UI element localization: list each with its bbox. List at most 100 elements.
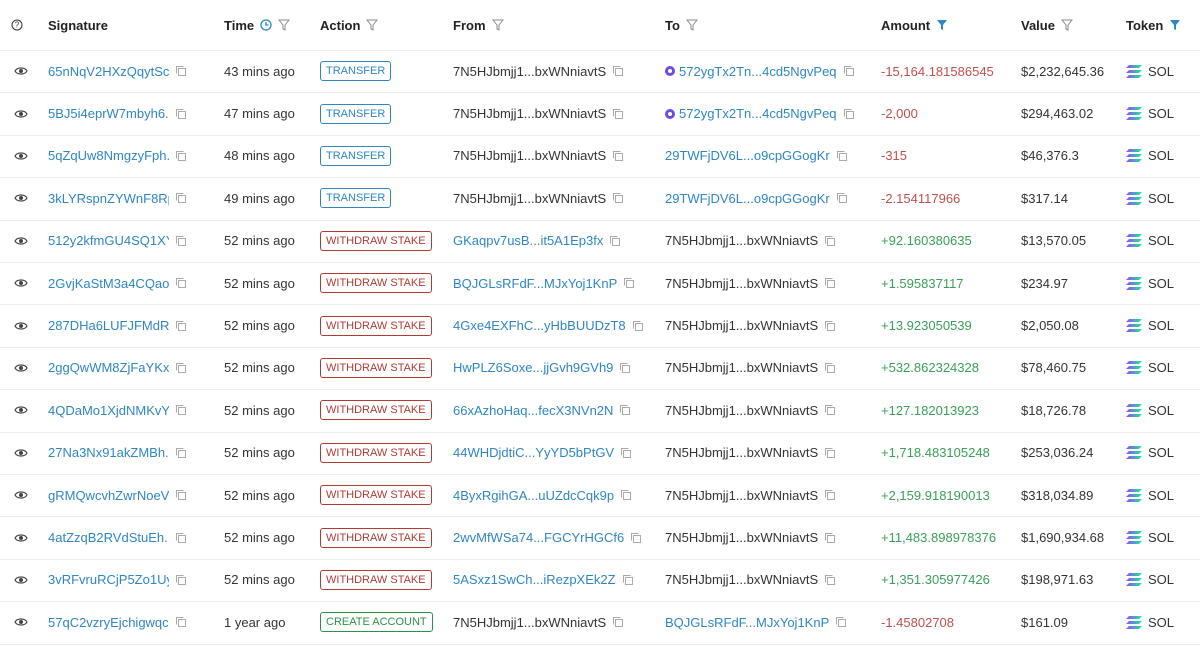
copy-icon[interactable] <box>175 108 187 120</box>
view-icon[interactable] <box>14 108 28 120</box>
view-icon[interactable] <box>14 404 28 416</box>
cell: 52 mins ago <box>224 389 295 431</box>
filter-icon[interactable] <box>491 19 504 31</box>
copy-icon[interactable] <box>612 192 624 204</box>
copy-icon[interactable] <box>824 404 836 416</box>
to-address[interactable]: 572ygTx2Tn...4cd5NgvPeq <box>679 106 837 122</box>
filter-icon[interactable] <box>1169 19 1181 31</box>
from-address[interactable]: 66xAzhoHaq...fecX3NVn2N <box>453 402 614 418</box>
copy-icon[interactable] <box>175 150 187 162</box>
copy-icon[interactable] <box>612 108 624 120</box>
signature[interactable]: gRMQwcvhZwrNoeV... <box>48 487 169 503</box>
to-address[interactable]: 29TWFjDV6L...o9cpGGogKr <box>665 190 830 206</box>
cell: $2,232,645.36 <box>1021 50 1104 92</box>
filter-icon[interactable] <box>278 19 291 31</box>
signature[interactable]: 27Na3Nx91akZMBh... <box>48 445 169 461</box>
view-icon[interactable] <box>14 192 28 204</box>
token: SOL <box>1148 63 1175 79</box>
help-icon[interactable]: ? <box>11 19 23 31</box>
view-icon[interactable] <box>14 489 28 501</box>
copy-icon[interactable] <box>175 65 187 77</box>
view-icon[interactable] <box>14 65 28 77</box>
to-address[interactable]: 29TWFjDV6L...o9cpGGogKr <box>665 148 830 164</box>
signature[interactable]: 2GvjKaStM3a4CQao... <box>48 275 169 291</box>
copy-icon[interactable] <box>824 362 836 374</box>
from-address[interactable]: 44WHDjdtiC...YyYD5bPtGV <box>453 445 615 461</box>
signature[interactable]: 3vRFvruRCjP5Zo1Uy... <box>48 572 169 588</box>
copy-icon[interactable] <box>612 65 624 77</box>
copy-icon[interactable] <box>843 108 855 120</box>
view-icon[interactable] <box>14 362 28 374</box>
filter-icon[interactable] <box>936 19 948 31</box>
from-address[interactable]: GKaqpv7usB...it5A1Ep3fx <box>453 233 604 249</box>
copy-icon[interactable] <box>630 532 642 544</box>
copy-icon[interactable] <box>175 447 187 459</box>
signature[interactable]: 57qC2vzryEjchigwqc... <box>48 614 169 630</box>
copy-icon[interactable] <box>623 277 635 289</box>
copy-icon[interactable] <box>609 235 621 247</box>
from-address[interactable]: 4ByxRgihGA...uUZdcCqk9p <box>453 487 615 503</box>
filter-icon[interactable] <box>1060 19 1073 31</box>
copy-icon[interactable] <box>619 362 631 374</box>
copy-icon[interactable] <box>612 616 624 628</box>
signature[interactable]: 65nNqV2HXzQqytSc... <box>48 63 169 79</box>
copy-icon[interactable] <box>175 192 187 204</box>
filter-icon[interactable] <box>366 19 379 31</box>
copy-icon[interactable] <box>175 489 187 501</box>
filter-icon[interactable] <box>685 19 698 31</box>
copy-icon[interactable] <box>620 489 632 501</box>
signature[interactable]: 4atZzqB2RVdStuEh... <box>48 530 169 546</box>
copy-icon[interactable] <box>175 404 187 416</box>
header-cell: To <box>665 0 698 50</box>
copy-icon[interactable] <box>175 574 187 586</box>
view-icon[interactable] <box>14 447 28 459</box>
copy-icon[interactable] <box>175 532 187 544</box>
signature[interactable]: 5qZqUw8NmgzyFph... <box>48 148 169 164</box>
from-address[interactable]: 2wvMfWSa74...FGCYrHGCf6 <box>453 530 625 546</box>
from-address[interactable]: 4Gxe4EXFhC...yHbBUUDzT8 <box>453 318 626 334</box>
copy-icon[interactable] <box>824 489 836 501</box>
signature[interactable]: 512y2kfmGU4SQ1XY... <box>48 233 169 249</box>
signature[interactable]: 3kLYRspnZYWnF8Rp... <box>48 190 169 206</box>
to-address[interactable]: 572ygTx2Tn...4cd5NgvPeq <box>679 63 837 79</box>
header-cell: Action <box>320 0 379 50</box>
from-address[interactable]: HwPLZ6Soxe...jjGvh9GVh9 <box>453 360 614 376</box>
copy-icon[interactable] <box>622 574 634 586</box>
copy-icon[interactable] <box>824 574 836 586</box>
cell: 43 mins ago <box>224 50 295 92</box>
signature[interactable]: 4QDaMo1XjdNMKvY... <box>48 402 169 418</box>
copy-icon[interactable] <box>175 320 187 332</box>
view-icon[interactable] <box>14 320 28 332</box>
view-icon[interactable] <box>14 574 28 586</box>
copy-icon[interactable] <box>175 235 187 247</box>
copy-icon[interactable] <box>836 150 848 162</box>
signature[interactable]: 287DHa6LUFJFMdR... <box>48 318 169 334</box>
copy-icon[interactable] <box>835 616 847 628</box>
copy-icon[interactable] <box>843 65 855 77</box>
copy-icon[interactable] <box>824 447 836 459</box>
to-address[interactable]: BQJGLsRFdF...MJxYoj1KnP <box>665 614 830 630</box>
from-address[interactable]: 5ASxz1SwCh...iRezpXEk2Z <box>453 572 616 588</box>
copy-icon[interactable] <box>175 362 187 374</box>
copy-icon[interactable] <box>824 532 836 544</box>
from-address[interactable]: BQJGLsRFdF...MJxYoj1KnP <box>453 275 618 291</box>
copy-icon[interactable] <box>175 277 187 289</box>
view-icon[interactable] <box>14 150 28 162</box>
view-icon[interactable] <box>14 532 28 544</box>
view-icon[interactable] <box>14 235 28 247</box>
view-icon[interactable] <box>14 277 28 289</box>
signature[interactable]: 5BJ5i4eprW7mbyh6... <box>48 106 169 122</box>
view-icon[interactable] <box>14 616 28 628</box>
cell: +532.862324328 <box>881 347 979 389</box>
copy-icon[interactable] <box>632 320 644 332</box>
copy-icon[interactable] <box>175 616 187 628</box>
copy-icon[interactable] <box>612 150 624 162</box>
clock-icon[interactable] <box>260 19 272 31</box>
copy-icon[interactable] <box>619 404 631 416</box>
copy-icon[interactable] <box>620 447 632 459</box>
copy-icon[interactable] <box>836 192 848 204</box>
copy-icon[interactable] <box>824 235 836 247</box>
copy-icon[interactable] <box>824 320 836 332</box>
copy-icon[interactable] <box>824 277 836 289</box>
signature[interactable]: 2ggQwWM8ZjFaYKx... <box>48 360 169 376</box>
